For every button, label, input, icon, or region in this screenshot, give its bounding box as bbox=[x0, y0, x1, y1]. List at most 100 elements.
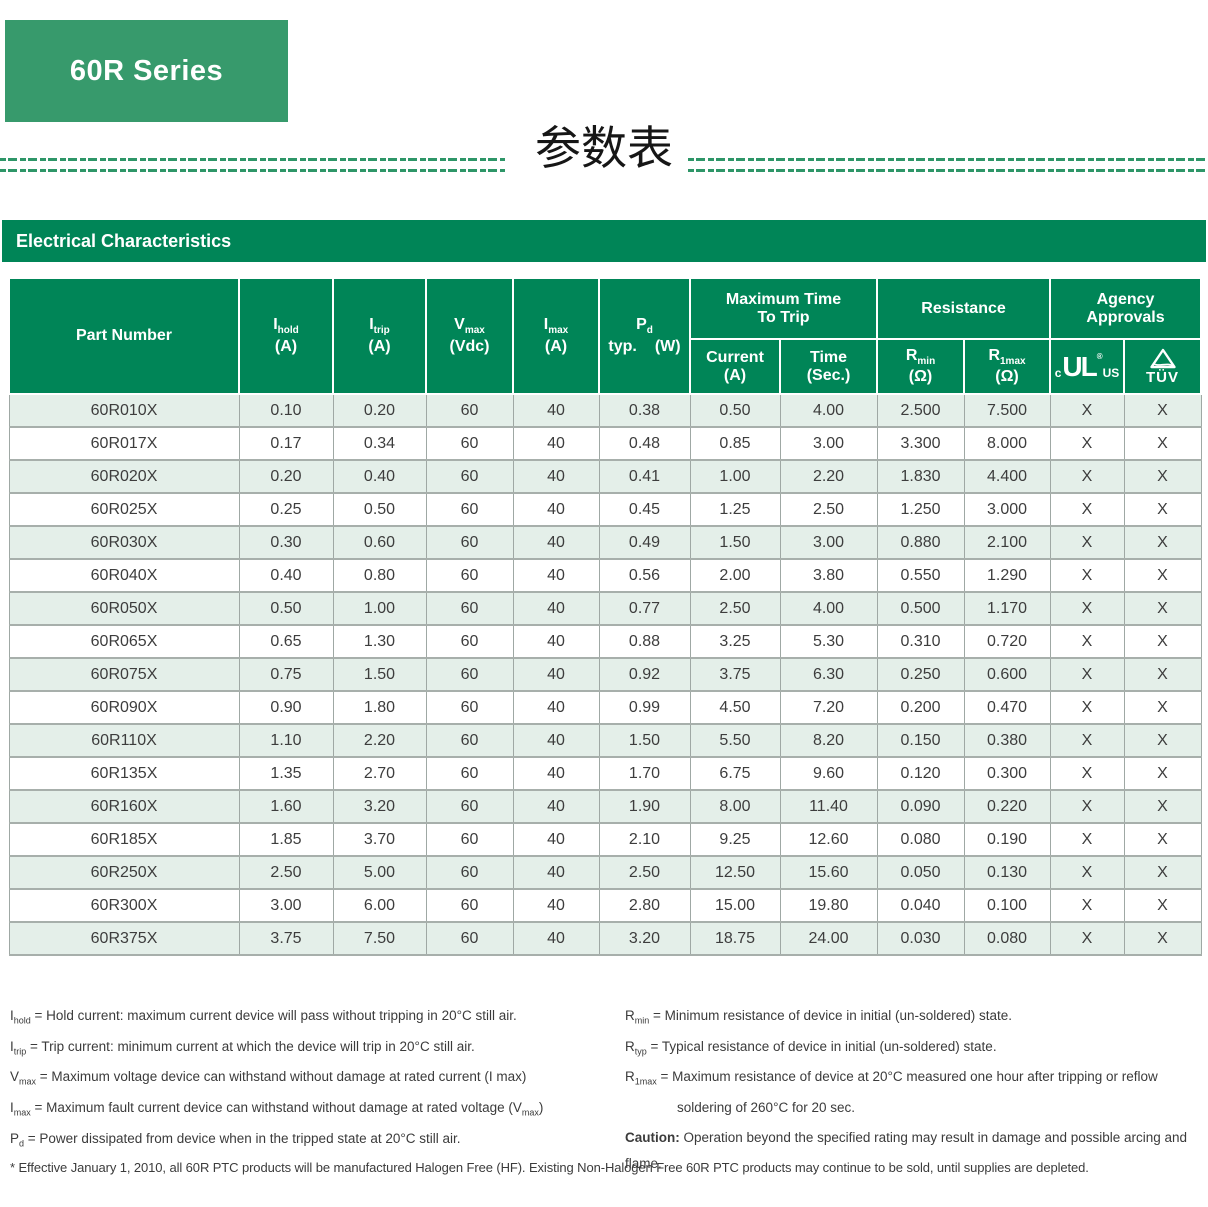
value-cell: 0.85 bbox=[689, 426, 781, 461]
value-cell: 15.00 bbox=[689, 888, 781, 923]
value-cell: 1.85 bbox=[238, 822, 334, 857]
divider-dash bbox=[0, 169, 505, 172]
value-cell: 40 bbox=[512, 789, 600, 824]
value-cell: X bbox=[1049, 921, 1125, 956]
value-cell: 40 bbox=[512, 888, 600, 923]
part-number-cell: 60R050X bbox=[8, 591, 240, 626]
col-header-v-max: Vmax (Vdc) bbox=[425, 277, 514, 395]
value-cell: 5.50 bbox=[689, 723, 781, 758]
footnote-line: Caution: Operation beyond the specified … bbox=[625, 1130, 1188, 1172]
value-cell: 2.100 bbox=[963, 525, 1051, 560]
value-cell: 3.00 bbox=[779, 525, 878, 560]
value-cell: 0.080 bbox=[876, 822, 965, 857]
value-cell: 12.60 bbox=[779, 822, 878, 857]
col-header-i-hold: Ihold (A) bbox=[238, 277, 334, 395]
value-cell: 7.20 bbox=[779, 690, 878, 725]
value-cell: X bbox=[1049, 657, 1125, 692]
value-cell: 1.90 bbox=[598, 789, 691, 824]
footnotes-left: Ihold = Hold current: maximum current de… bbox=[10, 1003, 618, 1156]
value-cell: 6.00 bbox=[332, 888, 427, 923]
value-cell: 0.090 bbox=[876, 789, 965, 824]
value-cell: 0.250 bbox=[876, 657, 965, 692]
value-cell: 0.49 bbox=[598, 525, 691, 560]
value-cell: X bbox=[1123, 624, 1202, 659]
part-number-cell: 60R090X bbox=[8, 690, 240, 725]
col-header-p-d: Pd typ. (W) bbox=[598, 277, 691, 395]
ul-listed-icon: c UL ® US bbox=[1054, 350, 1120, 382]
value-cell: 40 bbox=[512, 723, 600, 758]
value-cell: 0.88 bbox=[598, 624, 691, 659]
value-cell: 4.00 bbox=[779, 393, 878, 428]
value-cell: X bbox=[1049, 789, 1125, 824]
value-cell: X bbox=[1049, 393, 1125, 428]
value-cell: 1.50 bbox=[332, 657, 427, 692]
value-cell: 1.00 bbox=[332, 591, 427, 626]
value-cell: 0.40 bbox=[332, 459, 427, 494]
col-header-i-trip: Itrip (A) bbox=[332, 277, 427, 395]
part-number-cell: 60R160X bbox=[8, 789, 240, 824]
table-row: 60R250X 2.50 5.00 60 40 2.50 12.50 15.60 0.050 0.… bbox=[8, 855, 1202, 890]
value-cell: X bbox=[1123, 921, 1202, 956]
table-row: 60R020X 0.20 0.40 60 40 0.41 1.00 2.20 1.830 4.40… bbox=[8, 459, 1202, 494]
table-row: 60R025X 0.25 0.50 60 40 0.45 1.25 2.50 1.250 3.00… bbox=[8, 492, 1202, 527]
table-row: 60R110X 1.10 2.20 60 40 1.50 5.50 8.20 0.150 0.38… bbox=[8, 723, 1202, 758]
footnote-line: Pd = Power dissipated from device when i… bbox=[10, 1130, 461, 1149]
value-cell: 0.040 bbox=[876, 888, 965, 923]
col-header-i-max: Imax (A) bbox=[512, 277, 600, 395]
footnote-line: R1max = Maximum resistance of device at … bbox=[625, 1069, 1158, 1116]
value-cell: 40 bbox=[512, 855, 600, 890]
table-row: 60R135X 1.35 2.70 60 40 1.70 6.75 9.60 0.120 0.30… bbox=[8, 756, 1202, 791]
value-cell: 4.00 bbox=[779, 591, 878, 626]
value-cell: X bbox=[1049, 558, 1125, 593]
value-cell: 0.34 bbox=[332, 426, 427, 461]
footnote-line: Rtyp = Typical resistance of device in i… bbox=[625, 1038, 997, 1057]
value-cell: 0.300 bbox=[963, 756, 1051, 791]
series-badge-label: 60R Series bbox=[69, 54, 224, 87]
value-cell: 0.25 bbox=[238, 492, 334, 527]
value-cell: 0.48 bbox=[598, 426, 691, 461]
value-cell: 3.20 bbox=[332, 789, 427, 824]
value-cell: 40 bbox=[512, 426, 600, 461]
value-cell: 2.20 bbox=[332, 723, 427, 758]
tuv-icon: TÜV bbox=[1125, 348, 1200, 385]
table-row: 60R040X 0.40 0.80 60 40 0.56 2.00 3.80 0.550 1.29… bbox=[8, 558, 1202, 593]
value-cell: 40 bbox=[512, 921, 600, 956]
part-number-cell: 60R020X bbox=[8, 459, 240, 494]
value-cell: 0.65 bbox=[238, 624, 334, 659]
value-cell: 40 bbox=[512, 459, 600, 494]
footnote-line: Imax = Maximum fault current device can … bbox=[10, 1100, 544, 1118]
value-cell: 2.50 bbox=[779, 492, 878, 527]
part-number-cell: 60R040X bbox=[8, 558, 240, 593]
value-cell: 2.50 bbox=[598, 855, 691, 890]
value-cell: 2.80 bbox=[598, 888, 691, 923]
group-header-max-time-to-trip: Maximum Time To Trip bbox=[688, 277, 879, 340]
value-cell: X bbox=[1049, 591, 1125, 626]
value-cell: X bbox=[1123, 822, 1202, 857]
halogen-free-note: * Effective January 1, 2010, all 60R PTC… bbox=[10, 1160, 1089, 1175]
value-cell: 2.20 bbox=[779, 459, 878, 494]
value-cell: 1.10 bbox=[238, 723, 334, 758]
value-cell: X bbox=[1123, 459, 1202, 494]
part-number-cell: 60R065X bbox=[8, 624, 240, 659]
value-cell: 1.50 bbox=[598, 723, 691, 758]
value-cell: 40 bbox=[512, 624, 600, 659]
footnote-line: Rmin = Minimum resistance of device in i… bbox=[625, 1008, 1013, 1026]
value-cell: 0.200 bbox=[876, 690, 965, 725]
value-cell: 0.080 bbox=[963, 921, 1051, 956]
value-cell: X bbox=[1049, 525, 1125, 560]
value-cell: 40 bbox=[512, 525, 600, 560]
value-cell: 60 bbox=[425, 690, 514, 725]
value-cell: 0.45 bbox=[598, 492, 691, 527]
value-cell: 40 bbox=[512, 558, 600, 593]
col-header-part-number: Part Number bbox=[8, 277, 240, 395]
value-cell: 3.75 bbox=[689, 657, 781, 692]
value-cell: 0.99 bbox=[598, 690, 691, 725]
value-cell: 0.050 bbox=[876, 855, 965, 890]
value-cell: 0.030 bbox=[876, 921, 965, 956]
value-cell: X bbox=[1049, 855, 1125, 890]
value-cell: 0.150 bbox=[876, 723, 965, 758]
value-cell: 0.75 bbox=[238, 657, 334, 692]
value-cell: X bbox=[1123, 888, 1202, 923]
value-cell: 60 bbox=[425, 888, 514, 923]
value-cell: 0.40 bbox=[238, 558, 334, 593]
